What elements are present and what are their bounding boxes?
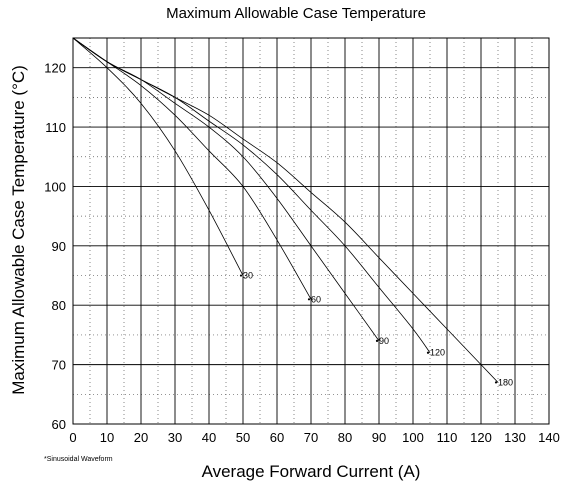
y-tick-label: 100: [44, 179, 66, 194]
x-tick-label: 30: [168, 430, 182, 445]
series-lines: [72, 37, 499, 383]
series-labels: 30 60 90 120 180: [239, 271, 513, 387]
y-tick-label: 90: [52, 239, 66, 254]
x-tick-label: 130: [504, 430, 526, 445]
x-tick-label: 110: [437, 430, 458, 445]
series-end-marker-60: [307, 298, 311, 301]
y-tick-label: 70: [52, 358, 66, 373]
y-tick-label: 60: [52, 417, 66, 432]
series-line-180: [72, 37, 499, 383]
x-axis-title: Average Forward Current (A): [202, 462, 421, 481]
series-end-marker-180: [494, 381, 498, 384]
series-end-marker-30: [239, 274, 243, 277]
series-line-60: [72, 37, 312, 300]
x-tick-label: 60: [270, 430, 284, 445]
chart-title: Maximum Allowable Case Temperature: [166, 5, 426, 22]
y-axis-title: Maximum Allowable Case Temperature (°C): [9, 65, 28, 395]
y-tick-label: 80: [52, 298, 66, 313]
x-tick-label: 120: [470, 430, 492, 445]
series-label-30: 30: [243, 271, 253, 281]
x-tick-label: 140: [538, 430, 560, 445]
series-end-marker-90: [375, 339, 379, 342]
x-tick-label: 70: [304, 430, 318, 445]
y-tick-label: 120: [44, 61, 66, 76]
x-tick-label: 0: [69, 430, 76, 445]
x-tick-label: 50: [236, 430, 250, 445]
grid: [72, 38, 550, 425]
plot-frame: [72, 37, 550, 425]
series-label-60: 60: [311, 294, 321, 304]
x-tick-label: 80: [338, 430, 352, 445]
footnote: *Sinusoidal Waveform: [44, 456, 113, 463]
series-label-120: 120: [430, 348, 445, 358]
x-tick-label: 40: [202, 430, 216, 445]
series-line-90: [72, 37, 380, 342]
y-tick-label: 110: [45, 120, 66, 135]
x-tick-label: 100: [402, 430, 424, 445]
series-end-marker-120: [426, 351, 430, 354]
series-label-180: 180: [498, 377, 513, 387]
series-line-30: [72, 37, 244, 276]
x-tick-label: 90: [372, 430, 386, 445]
x-tick-label: 20: [134, 430, 148, 445]
series-label-90: 90: [379, 336, 389, 346]
tick-labels: 0 10 20 30 40 50 60 70 80 90 100 110 120 130 140 60 70 80…: [44, 61, 560, 445]
x-tick-label: 10: [100, 430, 114, 445]
